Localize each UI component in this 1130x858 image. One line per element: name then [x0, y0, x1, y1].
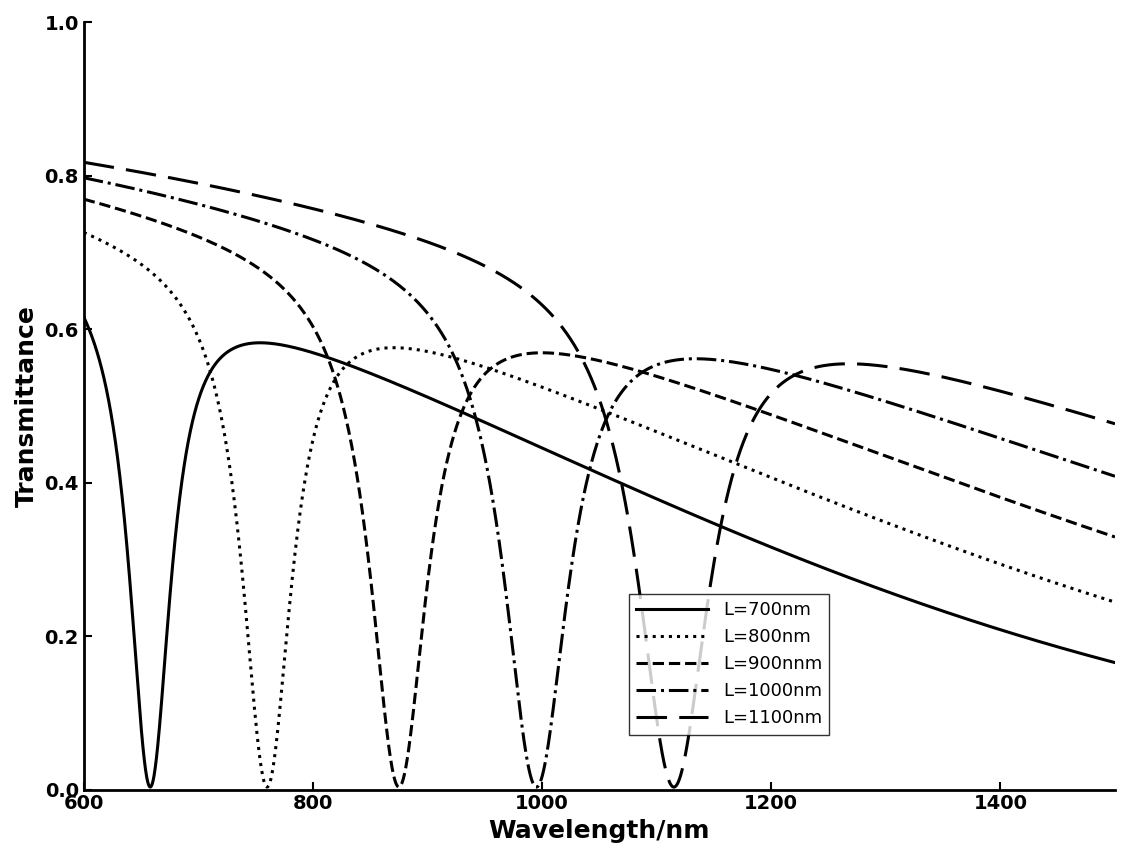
L=1000nm — [748, 360, 762, 371]
L=800nm — [471, 360, 485, 370]
L=900nnm — [264, 273, 278, 283]
L=900nnm — [925, 468, 939, 478]
L=900nnm — [77, 194, 90, 204]
L=900nnm — [471, 377, 485, 387]
L=1100nm — [846, 359, 860, 369]
L=900nnm — [1109, 532, 1122, 542]
L=800nm — [1109, 597, 1122, 607]
L=700nm — [696, 513, 710, 523]
L=800nm — [925, 535, 939, 545]
L=800nm — [696, 445, 710, 456]
Line: L=700nm: L=700nm — [84, 317, 1115, 787]
L=1100nm — [77, 157, 90, 167]
L=1000nm — [77, 172, 90, 183]
L=1000nm — [1109, 471, 1122, 481]
L=800nm — [260, 782, 273, 792]
L=1100nm — [925, 370, 939, 380]
Y-axis label: Transmittance: Transmittance — [15, 305, 40, 507]
L=700nm — [846, 574, 860, 584]
L=900nnm — [696, 386, 710, 396]
L=700nm — [748, 535, 762, 546]
L=1000nm — [846, 386, 860, 396]
L=800nm — [77, 227, 90, 238]
L=1100nm — [471, 257, 485, 268]
Line: L=1100nm: L=1100nm — [84, 162, 1115, 787]
L=800nm — [264, 772, 278, 782]
L=900nnm — [392, 782, 406, 792]
L=1000nm — [925, 411, 939, 421]
L=1100nm — [667, 782, 680, 792]
L=1100nm — [748, 412, 762, 422]
L=1000nm — [264, 220, 278, 230]
Line: L=800nm: L=800nm — [84, 233, 1115, 787]
L=1100nm — [1109, 419, 1122, 429]
L=700nm — [77, 312, 90, 323]
L=1000nm — [696, 353, 710, 364]
L=700nm — [264, 338, 278, 348]
L=1000nm — [471, 421, 485, 432]
L=1100nm — [696, 634, 710, 644]
Line: L=1000nm: L=1000nm — [84, 178, 1115, 787]
L=900nnm — [748, 404, 762, 414]
L=800nm — [748, 466, 762, 476]
L=700nm — [1109, 657, 1122, 668]
L=1100nm — [264, 194, 278, 204]
L=800nm — [846, 505, 860, 515]
L=1000nm — [530, 782, 544, 792]
L=700nm — [925, 602, 939, 613]
Line: L=900nnm: L=900nnm — [84, 199, 1115, 787]
X-axis label: Wavelength/nm: Wavelength/nm — [488, 819, 710, 843]
L=900nnm — [846, 439, 860, 450]
Legend: L=700nm, L=800nm, L=900nnm, L=1000nm, L=1100nm: L=700nm, L=800nm, L=900nnm, L=1000nm, L=… — [629, 594, 829, 734]
L=700nm — [144, 782, 157, 792]
L=700nm — [471, 414, 485, 425]
